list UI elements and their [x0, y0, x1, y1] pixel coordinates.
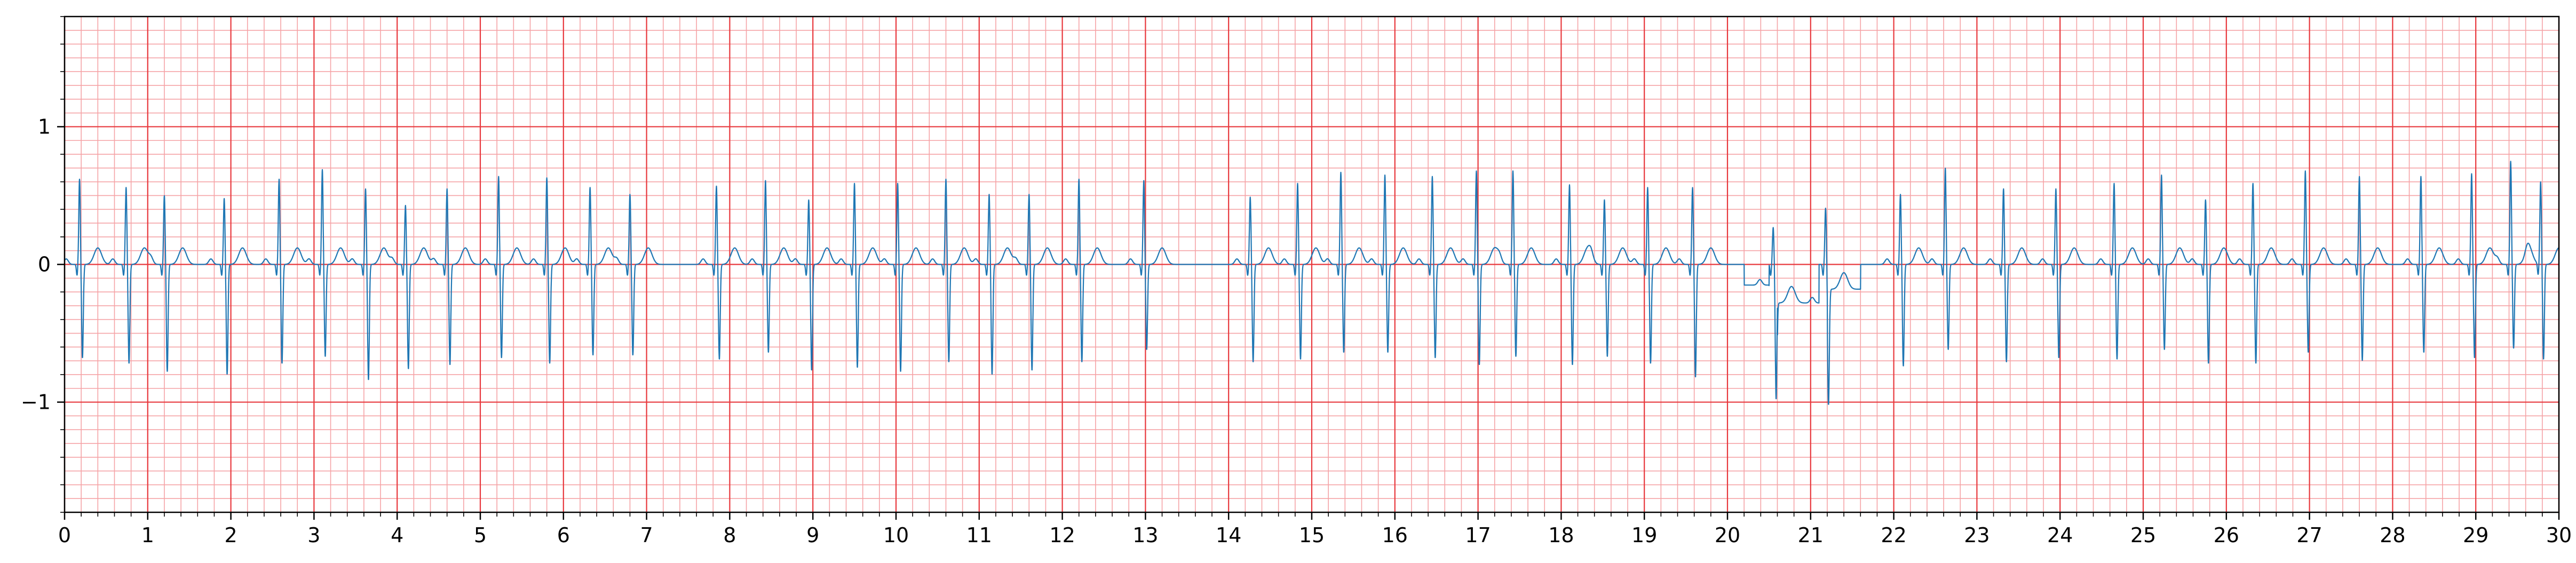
- x-tick-label: 23: [1964, 524, 1990, 547]
- x-tick-label: 9: [806, 524, 819, 547]
- x-tick-label: 7: [640, 524, 653, 547]
- x-tick-label: 17: [1465, 524, 1491, 547]
- y-axis: −1 0 1: [21, 16, 65, 513]
- y-tick-label: 0: [38, 253, 51, 276]
- x-tick-label: 1: [141, 524, 154, 547]
- x-tick-label: 13: [1132, 524, 1158, 547]
- x-tick-label: 27: [2296, 524, 2322, 547]
- x-tick-label: 11: [966, 524, 992, 547]
- x-tick-label: 28: [2380, 524, 2405, 547]
- x-tick-label: 6: [557, 524, 570, 547]
- x-tick-label: 18: [1548, 524, 1574, 547]
- x-tick-label: 14: [1216, 524, 1241, 547]
- x-tick-label: 10: [883, 524, 909, 547]
- x-tick-label: 0: [58, 524, 71, 547]
- y-tick-label: −1: [21, 391, 51, 414]
- x-tick-label: 2: [225, 524, 237, 547]
- x-tick-label: 22: [1881, 524, 1906, 547]
- x-tick-label: 5: [474, 524, 487, 547]
- y-tick-label: 1: [38, 115, 51, 138]
- x-axis: 0 1 2 3 4 5 6 7 8 9 10 11 12 13 14 15 16 17 18 19 20 21 22 23 24…: [58, 512, 2572, 547]
- x-tick-label: 3: [307, 524, 320, 547]
- x-tick-label: 15: [1299, 524, 1325, 547]
- x-tick-label: 25: [2130, 524, 2156, 547]
- ecg-trace-line: [64, 161, 2559, 405]
- x-tick-label: 4: [391, 524, 403, 547]
- x-tick-label: 12: [1049, 524, 1075, 547]
- x-tick-label: 20: [1715, 524, 1740, 547]
- x-tick-label: 21: [1798, 524, 1824, 547]
- x-tick-label: 29: [2463, 524, 2488, 547]
- x-tick-label: 19: [1631, 524, 1657, 547]
- x-tick-label: 24: [2047, 524, 2073, 547]
- x-tick-label: 30: [2546, 524, 2572, 547]
- x-tick-label: 8: [723, 524, 736, 547]
- x-tick-label: 26: [2214, 524, 2239, 547]
- x-tick-label: 16: [1382, 524, 1408, 547]
